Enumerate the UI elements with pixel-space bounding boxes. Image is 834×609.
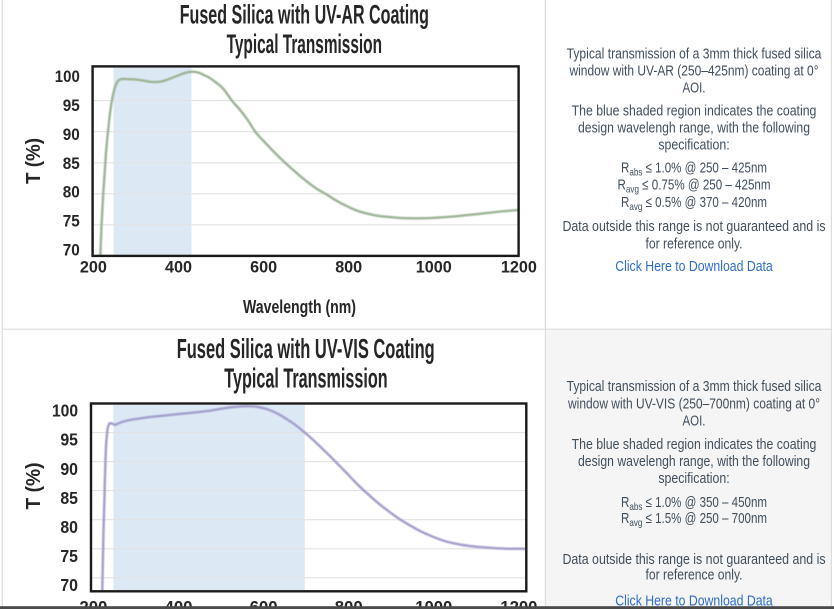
svg-text:Ravg ≤ 0.75% @ 250 – 425nm: Ravg ≤ 0.75% @ 250 – 425nm	[618, 177, 771, 196]
svg-text:Click Here to Download Data: Click Here to Download Data	[615, 258, 773, 275]
svg-text:design wavelengh range, with t: design wavelengh range, with the followi…	[578, 120, 810, 137]
svg-text:for reference only.: for reference only.	[646, 235, 743, 252]
svg-text:75: 75	[60, 546, 78, 566]
svg-text:AOI.: AOI.	[683, 80, 706, 97]
svg-text:100: 100	[55, 67, 80, 86]
svg-text:Rabs ≤ 1.0% @ 350 – 450nm: Rabs ≤ 1.0% @ 350 – 450nm	[621, 494, 767, 513]
svg-text:400: 400	[165, 258, 192, 277]
svg-text:Data outside this range is not: Data outside this range is not guarantee…	[562, 218, 825, 235]
svg-text:1000: 1000	[416, 258, 452, 277]
svg-text:T (%): T (%)	[23, 138, 45, 184]
svg-text:Ravg ≤ 0.5% @ 370 – 420nm: Ravg ≤ 0.5% @ 370 – 420nm	[621, 194, 767, 213]
svg-text:1200: 1200	[501, 258, 537, 277]
svg-text:specification:: specification:	[658, 137, 729, 154]
svg-text:70: 70	[60, 575, 78, 595]
svg-text:The blue shaded region indicat: The blue shaded region indicates the coa…	[572, 102, 817, 119]
svg-text:100: 100	[52, 401, 78, 421]
svg-text:Rabs ≤ 1.0% @ 250 – 425nm: Rabs ≤ 1.0% @ 250 – 425nm	[621, 160, 767, 179]
svg-text:80: 80	[60, 517, 78, 537]
svg-text:95: 95	[60, 430, 78, 450]
svg-text:Fused Silica with UV-AR Coatin: Fused Silica with UV-AR Coating	[180, 0, 429, 29]
svg-text:70: 70	[63, 241, 80, 260]
svg-text:Typical transmission of a 3mm: Typical transmission of a 3mm thick fuse…	[567, 378, 822, 395]
svg-text:95: 95	[63, 96, 80, 115]
svg-text:80: 80	[63, 183, 80, 202]
svg-text:1000: 1000	[415, 597, 452, 609]
svg-text:200: 200	[79, 597, 107, 609]
svg-text:Typical transmission of a 3mm: Typical transmission of a 3mm thick fuse…	[567, 45, 822, 62]
svg-text:800: 800	[335, 258, 362, 277]
svg-text:window with UV-VIS (250–700nm): window with UV-VIS (250–700nm) coating a…	[567, 395, 820, 412]
svg-text:for reference only.: for reference only.	[646, 567, 743, 584]
svg-text:200: 200	[80, 258, 107, 277]
svg-text:Ravg ≤ 1.5% @ 250 – 700nm: Ravg ≤ 1.5% @ 250 – 700nm	[621, 510, 767, 529]
svg-text:90: 90	[60, 459, 78, 479]
svg-text:T (%): T (%)	[22, 463, 45, 510]
svg-text:AOI.: AOI.	[683, 412, 706, 429]
svg-text:85: 85	[63, 154, 80, 173]
svg-text:Wavelength (nm): Wavelength (nm)	[243, 296, 356, 317]
svg-text:600: 600	[250, 597, 278, 609]
svg-text:Fused Silica with UV-VIS Coati: Fused Silica with UV-VIS Coating	[177, 333, 435, 364]
svg-text:85: 85	[60, 488, 78, 508]
svg-text:75: 75	[63, 212, 80, 231]
svg-text:1200: 1200	[500, 597, 537, 609]
svg-text:Data outside this range is not: Data outside this range is not guarantee…	[562, 551, 825, 568]
svg-text:Typical Transmission: Typical Transmission	[224, 362, 387, 393]
svg-text:90: 90	[63, 125, 80, 144]
svg-text:600: 600	[250, 258, 277, 277]
svg-text:specification:: specification:	[658, 470, 729, 487]
svg-text:Click Here to Download Data: Click Here to Download Data	[615, 592, 773, 609]
svg-text:design wavelengh range, with t: design wavelengh range, with the followi…	[578, 453, 810, 470]
svg-text:400: 400	[165, 597, 193, 609]
svg-text:Typical Transmission: Typical Transmission	[227, 29, 382, 59]
svg-text:window with UV-AR (250–425nm): window with UV-AR (250–425nm) coating at…	[569, 63, 819, 80]
svg-text:800: 800	[335, 597, 363, 609]
svg-text:The blue shaded region indicat: The blue shaded region indicates the coa…	[572, 436, 817, 453]
